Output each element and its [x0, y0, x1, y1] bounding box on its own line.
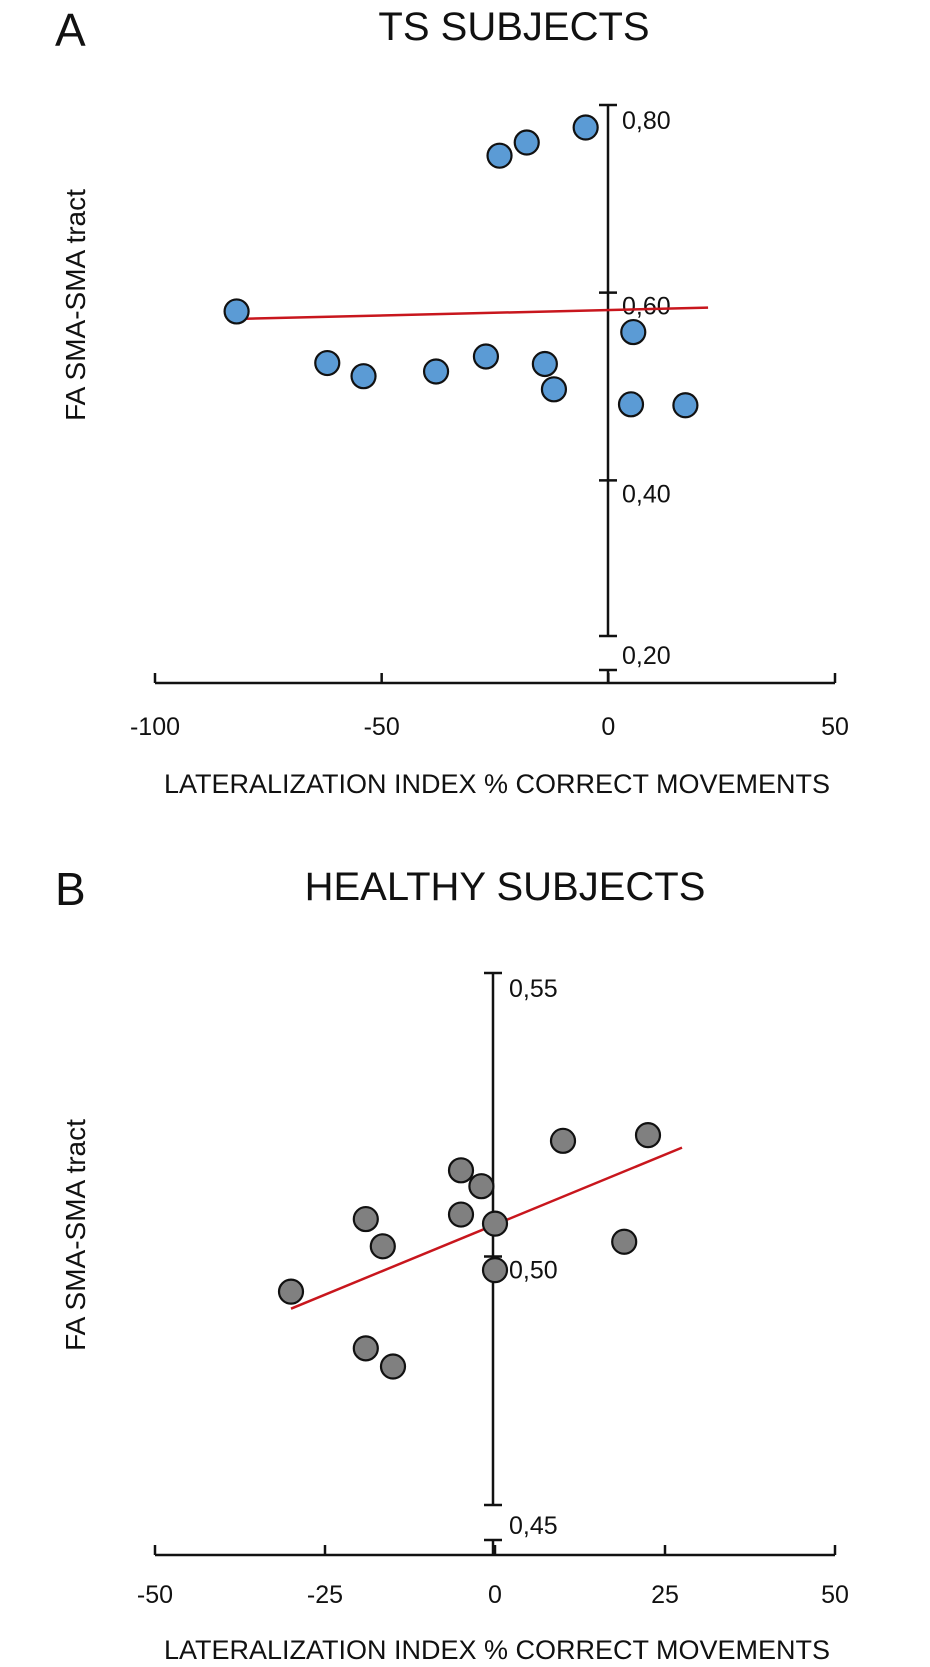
panel-a-x-tick-label: 50 [821, 713, 849, 741]
panel-b-data-point [611, 1228, 638, 1255]
panel-a-y-tick-label: 0,60 [622, 293, 671, 321]
panel-b-data-point [369, 1233, 396, 1260]
panel-a-data-point [314, 349, 341, 377]
panel-a-x-tick-label: -100 [130, 713, 180, 741]
panel-b-data-point [634, 1122, 662, 1149]
panel-a-data-point [617, 391, 645, 418]
panel-b-x-tick-label: -50 [137, 1581, 173, 1609]
panel-b-title: HEALTHY SUBJECTS [305, 865, 706, 909]
panel-a-title: TS SUBJECTS [378, 5, 649, 49]
panel-a-letter: A [55, 4, 86, 56]
panel-b-y-axis-label: FA SMA-SMA tract [60, 1119, 91, 1351]
panel-a-trendline [236, 306, 709, 321]
panel-a-y-tick-label: 0,20 [622, 642, 671, 670]
panel-b-y-tick-label: 0,55 [509, 975, 558, 1003]
panel-a-x-tick-label: -50 [364, 713, 400, 741]
panel-a-y-tick-label: 0,80 [622, 107, 671, 135]
panel-b-y-tick-label: 0,50 [509, 1257, 558, 1285]
panel-a-data-point [513, 129, 540, 156]
panel-b-x-tick-label: 25 [651, 1581, 679, 1609]
panel-a-data-point [223, 298, 250, 325]
panel-b-data-point [379, 1353, 407, 1380]
panel-a-data-point [572, 114, 599, 141]
panel-b-data-point [549, 1127, 577, 1154]
panel-a-data-point [531, 350, 558, 378]
panel-b-x-axis-label: LATERALIZATION INDEX % CORRECT MOVEMENTS [164, 1635, 830, 1665]
panel-b-data-point [352, 1335, 379, 1362]
panel-a-data-point [540, 376, 568, 403]
panel-b-x-tick-label: 0 [488, 1581, 502, 1609]
panel-a-data-point [672, 392, 699, 419]
panel-a-data-point [486, 142, 513, 169]
panel-a-data-point [350, 363, 377, 390]
panel-a-x-axis-label: LATERALIZATION INDEX % CORRECT MOVEMENTS [164, 769, 830, 799]
panel-b-data-point [352, 1205, 379, 1233]
panel-b-x-tick-label: 50 [821, 1581, 849, 1609]
panel-b-x-tick-label: -25 [307, 1581, 343, 1609]
panel-b-data-point [481, 1257, 509, 1284]
panel-b-letter: B [55, 863, 86, 915]
panel-a-data-point [620, 318, 647, 346]
panel-b-data-point [447, 1201, 475, 1228]
panel-b-y-tick-label: 0,45 [509, 1512, 558, 1540]
panel-b-data-point [277, 1278, 305, 1305]
panel-b-data-point [447, 1157, 475, 1184]
panel-b-data-point [481, 1210, 509, 1237]
panel-a-data-point [472, 343, 500, 370]
panel-b-data-point [468, 1173, 495, 1200]
panel-a-data-point [422, 358, 450, 385]
panel-a-x-tick-label: 0 [601, 713, 615, 741]
panel-a-y-tick-label: 0,40 [622, 480, 671, 508]
panel-a-y-axis-label: FA SMA-SMA tract [60, 189, 91, 421]
